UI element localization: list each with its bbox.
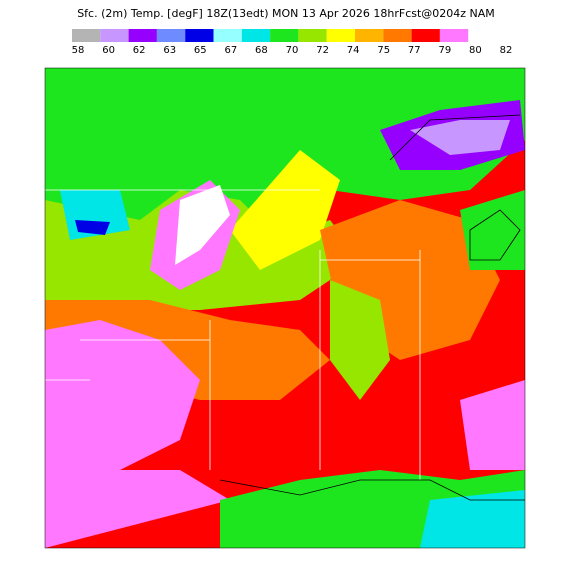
color-swatch <box>326 29 355 42</box>
color-swatch <box>439 29 469 42</box>
colorbar: 58 60 62 63 65 67 68 70 72 74 75 77 79 80 82 <box>72 29 513 56</box>
map <box>44 67 526 549</box>
color-swatch <box>241 29 271 42</box>
color-swatch <box>213 29 242 42</box>
colorbar-label: 75 <box>377 45 390 56</box>
color-swatch <box>156 29 186 42</box>
colorbar-label: 62 <box>133 45 146 56</box>
color-swatch <box>185 29 214 42</box>
colorbar-label: 79 <box>438 45 451 56</box>
colorbar-label: 70 <box>286 45 299 56</box>
color-swatch <box>411 29 440 42</box>
colorbar-label: 80 <box>469 45 482 56</box>
title: Sfc. (2m) Temp. [degF] 18Z(13edt) MON 13… <box>77 7 495 20</box>
color-swatch <box>383 29 412 42</box>
color-swatch <box>355 29 384 42</box>
colorbar-label: 68 <box>255 45 268 56</box>
colorbar-label: 67 <box>224 45 237 56</box>
color-swatch <box>128 29 157 42</box>
colorbar-label: 65 <box>194 45 207 56</box>
color-swatch <box>270 29 299 42</box>
colorbar-label: 58 <box>72 45 85 56</box>
colorbar-label: 72 <box>316 45 329 56</box>
colorbar-label: 74 <box>347 45 360 56</box>
colorbar-label: 82 <box>500 45 513 56</box>
color-swatch <box>100 29 129 42</box>
colorbar-label: 63 <box>163 45 176 56</box>
color-swatch <box>298 29 327 42</box>
colorbar-label: 77 <box>408 45 421 56</box>
color-swatch <box>72 29 101 42</box>
colorbar-label: 60 <box>102 45 115 56</box>
